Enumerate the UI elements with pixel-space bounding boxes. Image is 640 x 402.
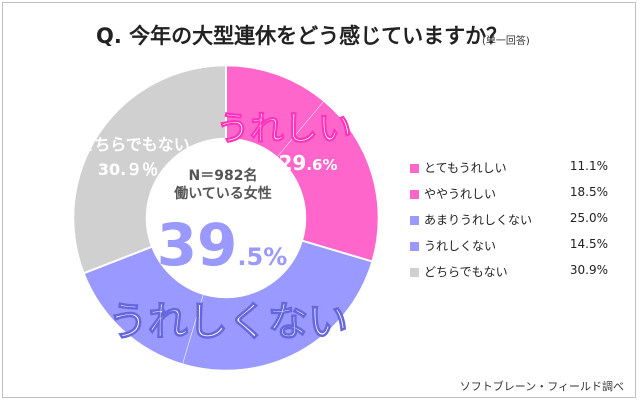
legend-value: 14.5%: [569, 237, 608, 251]
legend-item: うれしくない 14.5%: [410, 236, 610, 262]
legend-label: あまりうれしくない: [424, 213, 533, 227]
chart-title-note: (単一回答): [482, 36, 530, 47]
legend-label: ややうれしい: [424, 187, 497, 201]
legend-value: 18.5%: [569, 185, 608, 199]
legend-item: どちらでもない 30.9%: [410, 262, 610, 288]
legend-label: うれしくない: [424, 239, 497, 253]
donut-slice-2: [182, 240, 373, 371]
legend-swatch: [410, 164, 419, 173]
legend-swatch: [410, 242, 419, 251]
legend: とてもうれしい 11.1% ややうれしい 18.5% あまりうれしくない 25.0% うれし…: [410, 158, 610, 288]
source-note: ソフトブレーン・フィールド調べ: [459, 380, 624, 393]
chart-frame: [2, 2, 636, 398]
legend-label: どちらでもない: [424, 265, 508, 279]
callout-ureshikunai-label: うれしくない: [108, 299, 348, 345]
center-big-value: 39.5%: [157, 211, 288, 279]
legend-swatch: [410, 216, 419, 225]
callout-dochira-value: 30.９％: [98, 160, 158, 179]
legend-value: 11.1%: [569, 159, 608, 173]
center-subject: 働いている女性: [173, 185, 272, 202]
callouts: うれしい 29.6% うれしくない どちらでもない 30.９％: [78, 109, 352, 346]
callout-ureshii-value-dec: .6%: [306, 156, 337, 174]
group-separator: [83, 246, 152, 274]
group-separator: [302, 239, 372, 263]
legend-item: あまりうれしくない 25.0%: [410, 210, 610, 236]
legend-item: とてもうれしい 11.1%: [410, 158, 610, 184]
chart-title: Q. 今年の大型連休をどう感じていますか？: [96, 24, 508, 48]
donut-slice-4: [73, 65, 227, 274]
legend-swatch: [410, 268, 419, 277]
center-sample: N＝982名: [189, 167, 258, 184]
legend-value: 30.9%: [569, 263, 608, 277]
donut-slice-1: [277, 101, 379, 262]
center-big-dec: .5%: [237, 243, 287, 271]
callout-ureshii-label: うれしい: [216, 109, 352, 149]
donut-slices: [73, 65, 379, 371]
callout-ureshii-value: 29.6%: [278, 151, 337, 175]
callout-ureshii-value-int: 29: [278, 151, 306, 175]
donut-center: N＝982名 働いている女性 39.5%: [157, 167, 288, 279]
legend-value: 25.0%: [569, 211, 608, 225]
legend-label: とてもうれしい: [424, 161, 507, 175]
center-big-int: 39: [157, 211, 238, 279]
callout-dochira-label: どちらでもない: [78, 135, 190, 154]
legend-item: ややうれしい 18.5%: [410, 184, 610, 210]
legend-swatch: [410, 190, 419, 199]
